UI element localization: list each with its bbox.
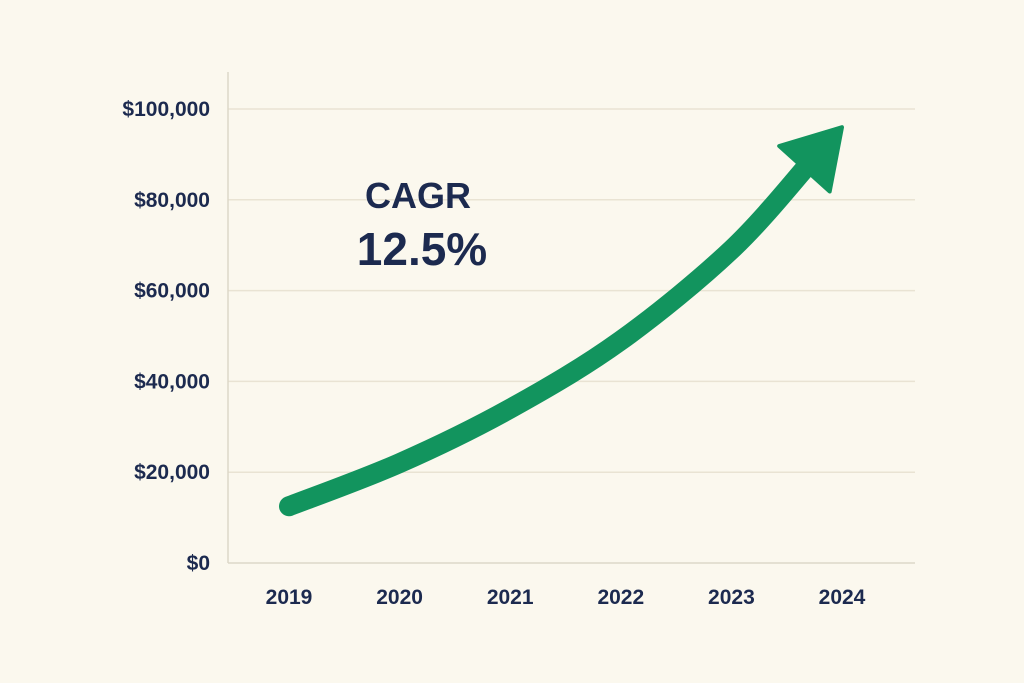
cagr-annotation: CAGR 12.5% xyxy=(357,175,487,275)
y-tick-label: $100,000 xyxy=(122,98,210,121)
x-tick-label: 2024 xyxy=(819,586,866,609)
y-tick-label: $0 xyxy=(187,552,210,575)
cagr-value: 12.5% xyxy=(357,223,487,275)
cagr-title: CAGR xyxy=(365,175,471,216)
y-tick-label: $40,000 xyxy=(134,370,210,393)
x-tick-label: 2022 xyxy=(597,586,644,609)
x-tick-label: 2020 xyxy=(376,586,423,609)
grid-lines xyxy=(228,108,915,473)
x-tick-label: 2023 xyxy=(708,586,755,609)
axes xyxy=(227,72,915,564)
y-tick-label: $60,000 xyxy=(134,280,210,303)
y-axis-ticks: $0 $20,000 $40,000 $60,000 $80,000 $100,000 xyxy=(122,98,210,575)
y-tick-label: $20,000 xyxy=(134,461,210,484)
x-tick-label: 2021 xyxy=(487,586,534,609)
x-axis-ticks: 2019 2020 2021 2022 2023 2024 xyxy=(266,586,866,609)
arrowhead xyxy=(777,125,844,194)
y-tick-label: $80,000 xyxy=(134,189,210,212)
x-tick-label: 2019 xyxy=(266,586,313,609)
series-layer xyxy=(279,125,844,517)
series-line xyxy=(279,152,820,517)
